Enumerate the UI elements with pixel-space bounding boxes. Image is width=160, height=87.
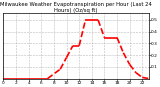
Title: Milwaukee Weather Evapotranspiration per Hour (Last 24 Hours) (Oz/sq ft): Milwaukee Weather Evapotranspiration per… xyxy=(0,2,152,13)
